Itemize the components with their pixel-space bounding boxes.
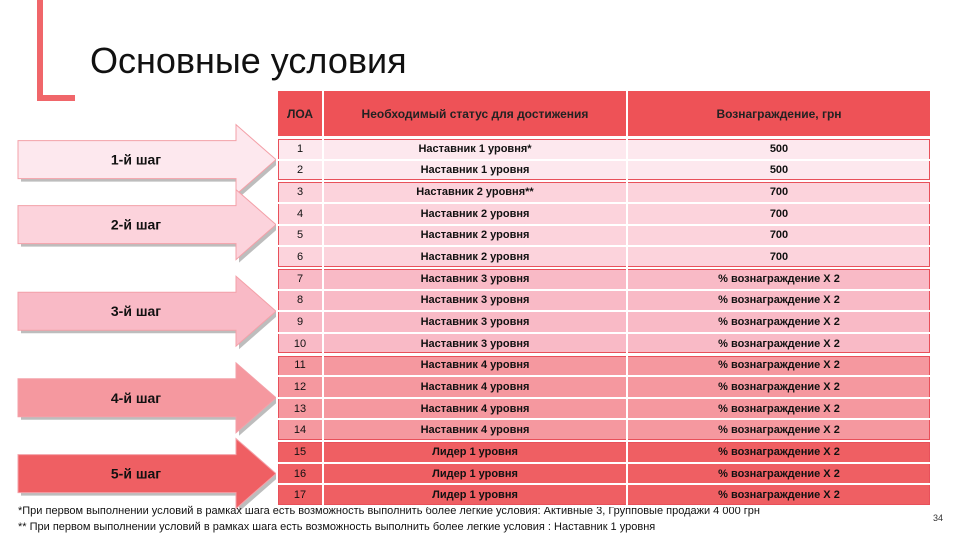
header-cell: ЛОА	[277, 90, 323, 137]
table-cell: Наставник 3 уровня	[323, 311, 627, 333]
step-label: 2-й шаг	[111, 217, 161, 233]
table-cell: 13	[277, 397, 323, 420]
decor-bar	[37, 0, 43, 101]
table-cell: Лидер 1 уровня	[323, 462, 627, 485]
table-cell: % вознаграждение Х 2	[627, 354, 931, 377]
table-cell: 8	[277, 289, 323, 312]
step-label: 4-й шаг	[111, 390, 161, 406]
table-cell: Наставник 4 уровня	[323, 354, 627, 377]
table-cell: Наставник 3 уровня	[323, 289, 627, 312]
step-arrow	[17, 188, 277, 261]
table-cell: 1	[277, 138, 323, 160]
table-cell: 2	[277, 159, 323, 182]
table-cell: 16	[277, 462, 323, 485]
table-cell: % вознаграждение Х 2	[627, 311, 931, 333]
table-cell: Наставник 2 уровня	[323, 246, 627, 268]
table-cell: 3	[277, 181, 323, 203]
table-cell: 10	[277, 332, 323, 355]
decor-bar	[37, 95, 75, 101]
step-label: 1-й шаг	[111, 152, 161, 168]
footnote: *При первом выполнении условий в рамках …	[18, 505, 760, 517]
table-cell: 12	[277, 376, 323, 398]
table-cell: % вознаграждение Х 2	[627, 462, 931, 485]
table-cell: 6	[277, 246, 323, 268]
table-cell: % вознаграждение Х 2	[627, 419, 931, 442]
table-cell: % вознаграждение Х 2	[627, 267, 931, 290]
table-cell: 11	[277, 354, 323, 377]
table-cell: 15	[277, 441, 323, 463]
table-cell: Наставник 2 уровня**	[323, 181, 627, 203]
table-cell: Лидер 1 уровня	[323, 484, 627, 507]
step-arrow	[17, 361, 277, 434]
step-arrow	[17, 123, 277, 196]
title: Основные условия	[90, 40, 407, 81]
table-cell: 14	[277, 419, 323, 442]
table-cell: 700	[627, 202, 931, 225]
table-cell: 700	[627, 246, 931, 268]
table-cell: Наставник 4 уровня	[323, 419, 627, 442]
table-cell: Наставник 1 уровня	[323, 159, 627, 182]
step-label: 5-й шаг	[111, 466, 161, 482]
table-cell: 5	[277, 224, 323, 247]
table-cell: % вознаграждение Х 2	[627, 441, 931, 463]
header-cell: Необходимый статус для достижения	[323, 90, 627, 137]
table-cell: Наставник 4 уровня	[323, 397, 627, 420]
page-number: 34	[933, 513, 944, 523]
table-cell: Лидер 1 уровня	[323, 441, 627, 463]
table-cell: 17	[277, 484, 323, 507]
table-cell: 500	[627, 138, 931, 160]
footnote: ** При первом выполнении условий в рамка…	[18, 521, 656, 533]
table-cell: 700	[627, 224, 931, 247]
step-label: 3-й шаг	[111, 303, 161, 319]
table-cell: % вознаграждение Х 2	[627, 376, 931, 398]
table-cell: 4	[277, 202, 323, 225]
header-cell: Вознаграждение, грн	[627, 90, 931, 137]
header-bg	[277, 90, 931, 137]
table-cell: Наставник 1 уровня*	[323, 138, 627, 160]
table-cell: 700	[627, 181, 931, 203]
table-cell: % вознаграждение Х 2	[627, 289, 931, 312]
table-cell: % вознаграждение Х 2	[627, 332, 931, 355]
table-cell: Наставник 4 уровня	[323, 376, 627, 398]
table-cell: Наставник 2 уровня	[323, 202, 627, 225]
table-cell: % вознаграждение Х 2	[627, 397, 931, 420]
table-cell: Наставник 2 уровня	[323, 224, 627, 247]
table-cell: Наставник 3 уровня	[323, 267, 627, 290]
table-cell: 7	[277, 267, 323, 290]
row-group	[276, 440, 932, 508]
table-cell: 9	[277, 311, 323, 333]
table-cell: Наставник 3 уровня	[323, 332, 627, 355]
table-cell: 500	[627, 159, 931, 182]
step-arrow	[17, 437, 277, 510]
table-cell: % вознаграждение Х 2	[627, 484, 931, 507]
step-arrow	[17, 275, 277, 348]
